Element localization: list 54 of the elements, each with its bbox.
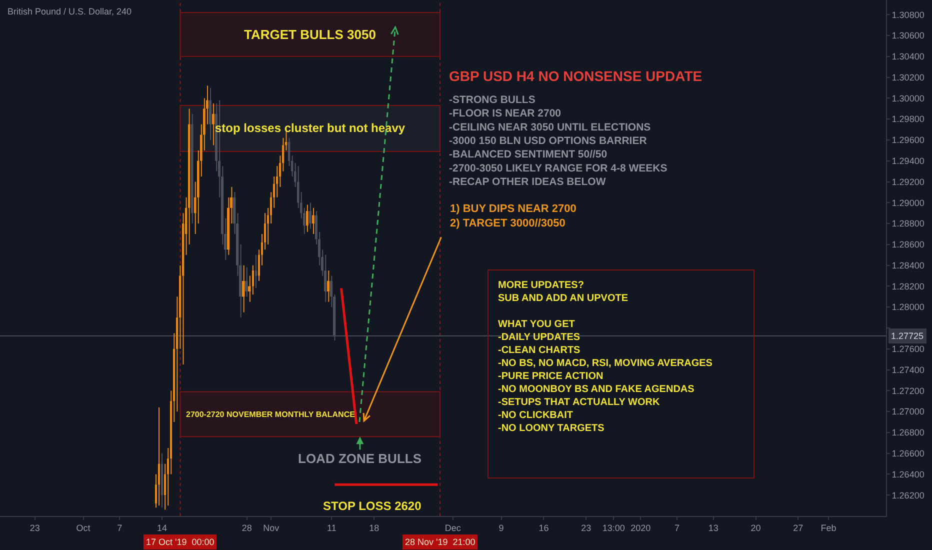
x-tick-label: 20: [750, 522, 761, 533]
y-tick-label: 1.29000: [892, 198, 924, 208]
x-tick-label: 13: [708, 522, 718, 533]
x-tick-label: 27: [793, 522, 804, 533]
y-tick-label: 1.29600: [892, 135, 924, 146]
x-tick-label: 7: [117, 522, 122, 533]
y-tick-label: 1.28000: [892, 302, 924, 312]
ref-line-label: 1.27725: [891, 331, 924, 341]
ref-line-label: 17 Oct '19 00:00: [146, 537, 214, 547]
y-tick-label: 1.30400: [892, 52, 924, 62]
x-tick-label: Nov: [263, 522, 280, 533]
x-tick-label: 14: [157, 522, 168, 533]
x-tick-label: 2020: [630, 522, 651, 533]
x-tick-label: 13:00: [602, 522, 625, 533]
y-tick-label: 1.30600: [892, 30, 924, 41]
x-tick-label: Oct: [76, 522, 91, 533]
y-tick-label: 1.27000: [892, 406, 924, 417]
y-tick-label: 1.27400: [892, 364, 924, 375]
annotation: GBP USD H4 NO NONSENSE UPDATE: [449, 68, 702, 84]
y-tick-label: 1.26200: [892, 490, 924, 500]
y-tick-label: 1.27200: [892, 386, 924, 396]
x-tick-label: 9: [498, 522, 504, 533]
y-tick-label: 1.26600: [892, 448, 924, 458]
x-tick-label: 16: [538, 522, 549, 533]
y-tick-label: 1.28600: [892, 240, 924, 250]
y-tick-label: 1.26400: [892, 469, 924, 480]
x-tick-label: 11: [327, 522, 336, 533]
y-tick-label: 1.26800: [892, 428, 924, 438]
text: MORE UPDATES? SUB AND ADD AN UPVOTE WHAT YOU GET -DAILY UPDATES -CLEAN CHARTS -NO BS, NO MACD, RSI, MOVING AVERAGES -PURE PRICE ACTION -NO MOONBOY BS AND FAKE AGENDAS -SETUPS THAT ACTUALLY WORK -NO CLICKBAIT -NO LOONY TARGETS: [498, 280, 712, 434]
band-label: stop losses cluster but not heavy: [215, 121, 406, 135]
y-tick-label: 1.29400: [892, 156, 924, 166]
y-tick-label: 1.29800: [892, 114, 924, 124]
annotation: STOP LOSS 2620: [323, 499, 422, 513]
y-tick-label: 1.30800: [892, 10, 924, 20]
annotation: -STRONG BULLS -FLOOR IS NEAR 2700 -CEILING NEAR 3050 UNTIL ELECTIONS -3000 150 BLN USD OPTIONS BARRIER -BALANCED SENTIMENT 50//50 -2700-3050 LIKELY RANGE FOR 4-8 WEEKS -RECAP OTHER IDEAS BELOW: [449, 94, 668, 188]
ref-line-label: 28 Nov '19 21:00: [405, 537, 476, 547]
y-tick-label: 1.29200: [892, 176, 924, 187]
y-tick-label: 1.28400: [892, 260, 924, 270]
x-tick-label: 7: [674, 522, 680, 533]
y-tick-label: 1.27600: [892, 344, 924, 354]
x-tick-label: 23: [581, 522, 592, 533]
x-tick-label: Dec: [444, 522, 462, 533]
y-tick-label: 1.30200: [892, 72, 924, 82]
annotation: 1) BUY DIPS NEAR 2700 2) TARGET 3000//3050: [450, 203, 576, 230]
x-tick-label: 18: [369, 522, 380, 533]
x-tick-label: 28: [242, 522, 252, 533]
y-tick-label: 1.28800: [892, 218, 924, 229]
x-tick-label: Feb: [820, 522, 836, 533]
band-label: TARGET BULLS 3050: [244, 27, 376, 42]
y-tick-label: 1.30000: [892, 93, 924, 104]
x-tick-label: 23: [30, 522, 40, 533]
y-tick-label: 1.28200: [892, 281, 924, 292]
text: British Pound / U.S. Dollar, 240: [7, 6, 132, 17]
annotation: LOAD ZONE BULLS: [298, 451, 422, 466]
